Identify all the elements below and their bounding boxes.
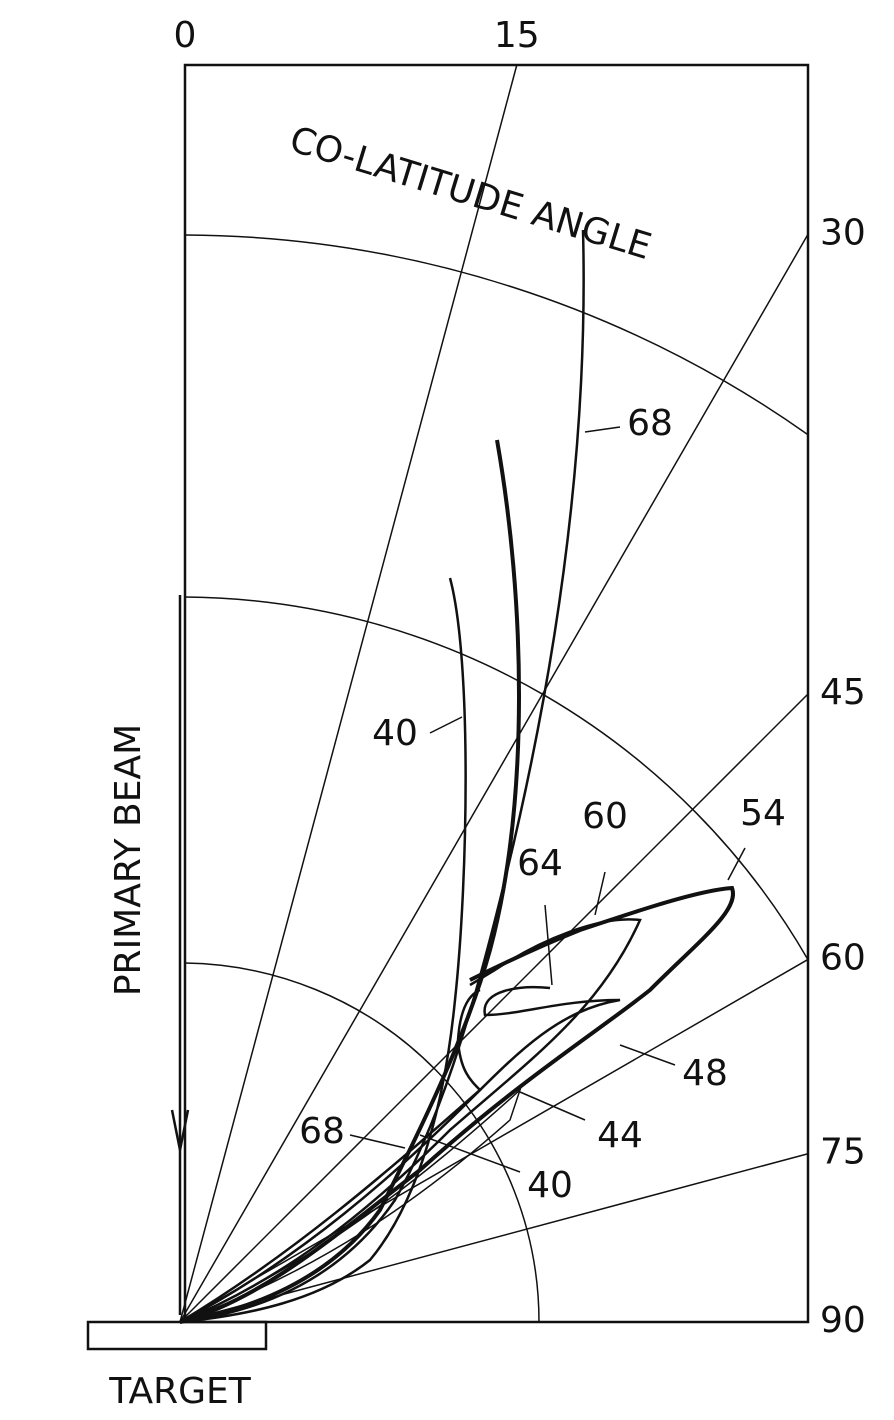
curve-labels: 68 40 60 54 64 48 44 68 40 — [299, 403, 786, 1206]
angle-label: 60 — [820, 937, 866, 978]
frame — [183, 63, 810, 1324]
curve — [179, 986, 621, 1324]
curve-label: 54 — [740, 793, 786, 834]
curve — [179, 1087, 522, 1323]
curve-label: 48 — [682, 1053, 728, 1094]
curve-label: 68 — [299, 1111, 345, 1152]
curve-label: 44 — [597, 1115, 643, 1156]
leaders — [349, 426, 746, 1173]
curve — [179, 439, 521, 1324]
curve — [179, 229, 585, 1324]
angle-label: 15 — [494, 15, 540, 56]
beam-label: PRIMARY BEAM — [108, 724, 149, 996]
angle-label: 0 — [174, 15, 197, 56]
curve-label: 60 — [582, 796, 628, 837]
ray — [179, 64, 518, 1323]
arcs — [184, 234, 809, 1323]
curve — [179, 577, 467, 1324]
angle-label: 30 — [820, 212, 866, 253]
curve — [179, 885, 736, 1324]
ray — [179, 693, 809, 1323]
curve — [179, 918, 642, 1324]
arc — [184, 234, 809, 436]
curve — [179, 988, 482, 1324]
curves — [179, 229, 736, 1324]
angle-label: 90 — [820, 1300, 866, 1341]
curve-label: 68 — [627, 403, 673, 444]
curve-label: 64 — [517, 843, 563, 884]
angle-label: 45 — [820, 672, 866, 713]
arc — [184, 962, 540, 1323]
arrow-head — [170, 1109, 190, 1151]
angle-label: 75 — [820, 1132, 866, 1173]
ray — [179, 233, 809, 1323]
ray — [179, 958, 809, 1323]
curve-label: 40 — [372, 713, 418, 754]
title: CO-LATITUDE ANGLE — [285, 119, 656, 268]
arc — [184, 596, 809, 961]
target-label: TARGET — [108, 1371, 251, 1412]
target-box — [86, 1320, 268, 1351]
curve-label: 40 — [527, 1165, 573, 1206]
